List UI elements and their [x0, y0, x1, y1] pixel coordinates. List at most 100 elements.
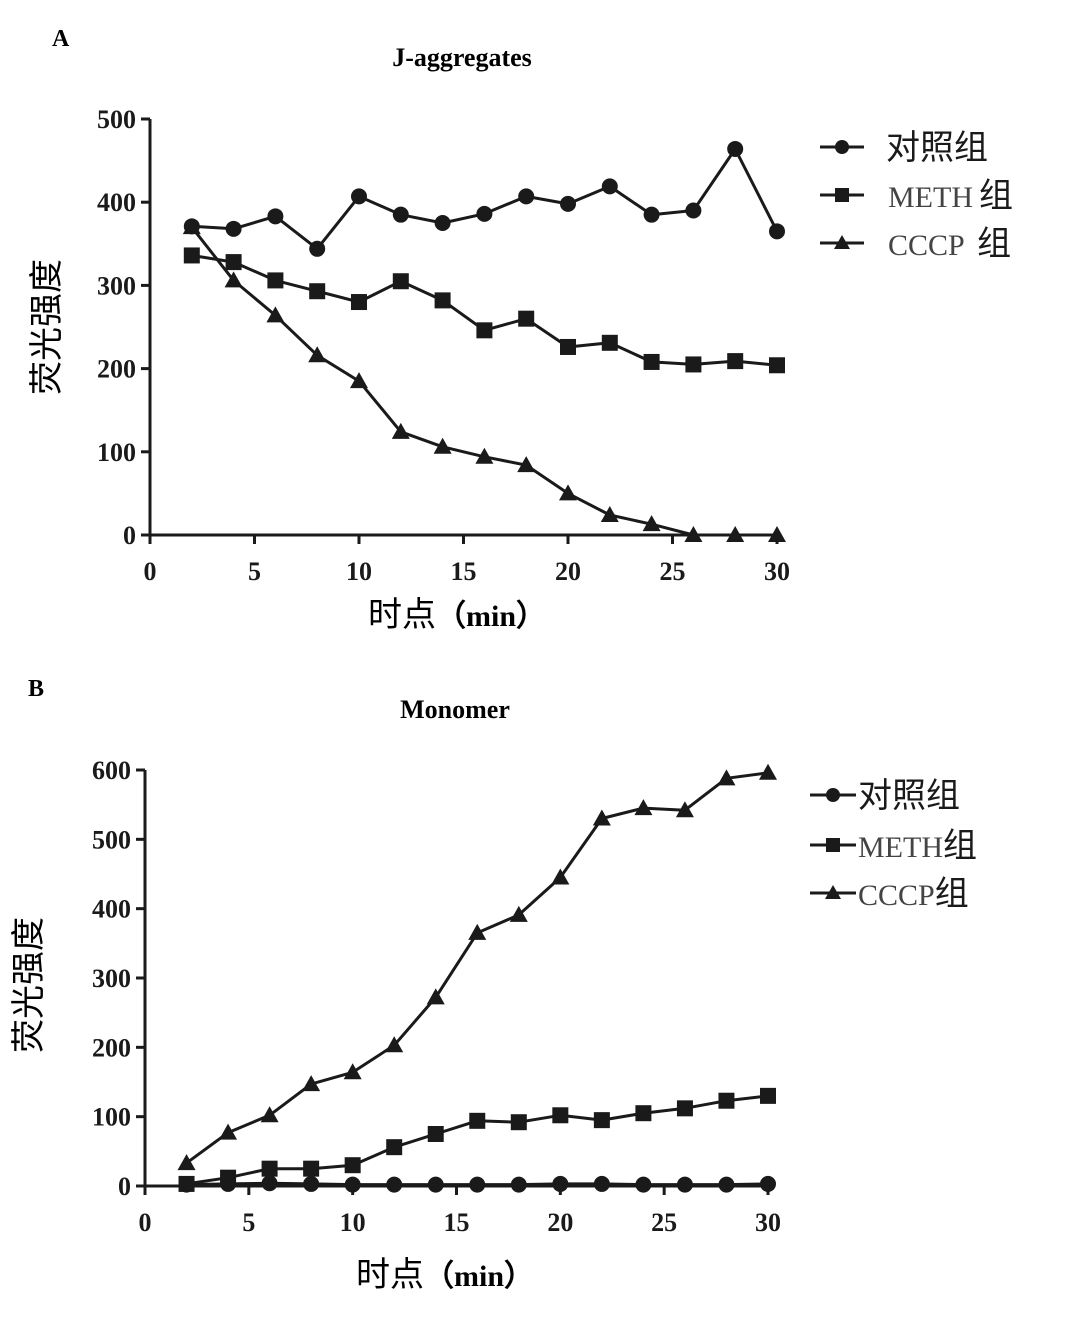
x-tick-label: 0	[144, 557, 157, 586]
data-point-triangle	[509, 905, 528, 922]
x-axis-label-b: 时点（min）	[356, 1256, 534, 1294]
legend-label: CCCP组	[858, 875, 969, 913]
legend-label-cn: 组	[979, 177, 1013, 215]
data-point-circle	[427, 1176, 444, 1193]
data-point-triangle	[308, 346, 327, 363]
y-tick-label: 200	[92, 1033, 131, 1062]
legend-label: METH组	[858, 827, 977, 865]
legend-label-en: CCCP	[888, 229, 971, 262]
data-point-circle	[601, 178, 618, 195]
data-point-circle	[769, 223, 785, 240]
data-point-square	[635, 1105, 652, 1122]
data-point-triangle	[634, 799, 653, 816]
data-point-triangle	[343, 1063, 362, 1080]
y-tick-label: 500	[92, 825, 131, 854]
data-point-triangle	[517, 456, 536, 473]
data-point-square	[593, 1112, 610, 1129]
data-point-circle	[386, 1176, 403, 1193]
x-tick-label: 20	[547, 1208, 573, 1237]
x-tick-label: 10	[340, 1208, 366, 1237]
data-point-square	[309, 283, 326, 300]
data-point-circle	[434, 215, 451, 231]
data-point-triangle	[684, 526, 703, 542]
data-point-triangle	[675, 801, 694, 818]
data-point-circle	[351, 188, 367, 205]
legend-item: CCCP组	[810, 875, 969, 913]
data-point-circle	[760, 1175, 776, 1192]
x-tick-label: 30	[755, 1208, 781, 1237]
legend-label-cn: 组	[935, 875, 969, 913]
data-point-triangle	[385, 1036, 404, 1053]
axes-a: 0 100 200 300 400 500 0 5 10 15 20 25 30	[97, 105, 790, 586]
data-point-square	[552, 1107, 569, 1124]
data-point-square	[760, 1087, 776, 1104]
x-tick-label: 5	[242, 1208, 255, 1237]
data-point-square	[392, 273, 409, 290]
legend-label-cn: 对照组	[858, 777, 960, 815]
data-point-circle	[560, 195, 576, 212]
data-point-circle	[685, 202, 702, 219]
data-point-square	[178, 1175, 195, 1192]
data-point-triangle	[726, 526, 745, 542]
legend-label: CCCP 组	[888, 225, 1011, 263]
data-point-triangle	[759, 763, 777, 780]
x-axis-label-cn-a: 时点	[368, 596, 436, 634]
data-point-circle	[635, 1176, 652, 1193]
y-axis-label-b: 荧光强度	[10, 917, 48, 1053]
series-line	[191, 147, 779, 251]
data-point-square	[643, 353, 660, 370]
data-point-circle	[518, 188, 535, 205]
y-tick-label: 300	[92, 964, 131, 993]
data-point-circle	[261, 1175, 278, 1192]
data-point-square	[351, 294, 367, 311]
chart-title-b: Monomer	[400, 695, 510, 724]
data-point-square	[183, 247, 200, 264]
data-point-circle	[469, 1176, 486, 1193]
series-circle-a	[183, 140, 785, 257]
series-line	[191, 253, 778, 367]
y-tick-label: 600	[92, 756, 131, 785]
data-point-triangle	[551, 868, 570, 885]
data-point-triangle	[260, 1106, 279, 1123]
legend-marker-square	[826, 838, 840, 852]
plot-area-b	[177, 763, 777, 1193]
x-axis-label-unit-a: （min）	[436, 599, 546, 633]
data-point-circle	[552, 1175, 569, 1192]
data-point-triangle	[302, 1075, 321, 1092]
x-tick-label: 15	[451, 557, 477, 586]
legend-marker-triangle	[834, 235, 850, 249]
data-point-circle	[303, 1175, 320, 1192]
legend-item: 对照组	[810, 777, 960, 815]
data-point-triangle	[600, 506, 619, 523]
panel-b: B Monomer 荧光强度 时点（min） 01002003004005006…	[10, 676, 977, 1294]
data-point-circle	[225, 220, 242, 237]
chart-title-a: J-aggregates	[392, 43, 532, 72]
data-point-square	[261, 1160, 278, 1177]
data-point-circle	[309, 240, 326, 257]
legend-label: 对照组	[886, 129, 988, 167]
legend-label-en: CCCP	[858, 879, 935, 912]
data-point-square	[225, 254, 242, 271]
y-tick-label: 400	[97, 188, 136, 217]
data-point-triangle	[642, 515, 661, 532]
data-point-triangle	[475, 447, 494, 464]
data-point-triangle	[219, 1123, 238, 1140]
x-axis-label-unit-b: （min）	[424, 1259, 534, 1293]
y-tick-label: 400	[92, 895, 131, 924]
data-point-triangle	[768, 526, 786, 542]
data-point-square	[601, 334, 618, 351]
plot-area-a	[182, 140, 786, 542]
y-tick-label: 100	[97, 438, 136, 467]
legend-item: METH组	[810, 827, 977, 865]
legend-marker-square	[835, 188, 849, 202]
y-tick-label: 200	[97, 355, 136, 384]
data-point-square	[344, 1157, 361, 1174]
data-point-square	[676, 1100, 693, 1117]
x-tick-label: 20	[555, 557, 581, 586]
data-point-square	[386, 1139, 403, 1156]
data-point-circle	[344, 1176, 361, 1193]
panel-a: A J-aggregates 荧光强度 时点（min） 010020030040…	[28, 26, 1013, 634]
y-axis-label-a: 荧光强度	[28, 259, 66, 395]
